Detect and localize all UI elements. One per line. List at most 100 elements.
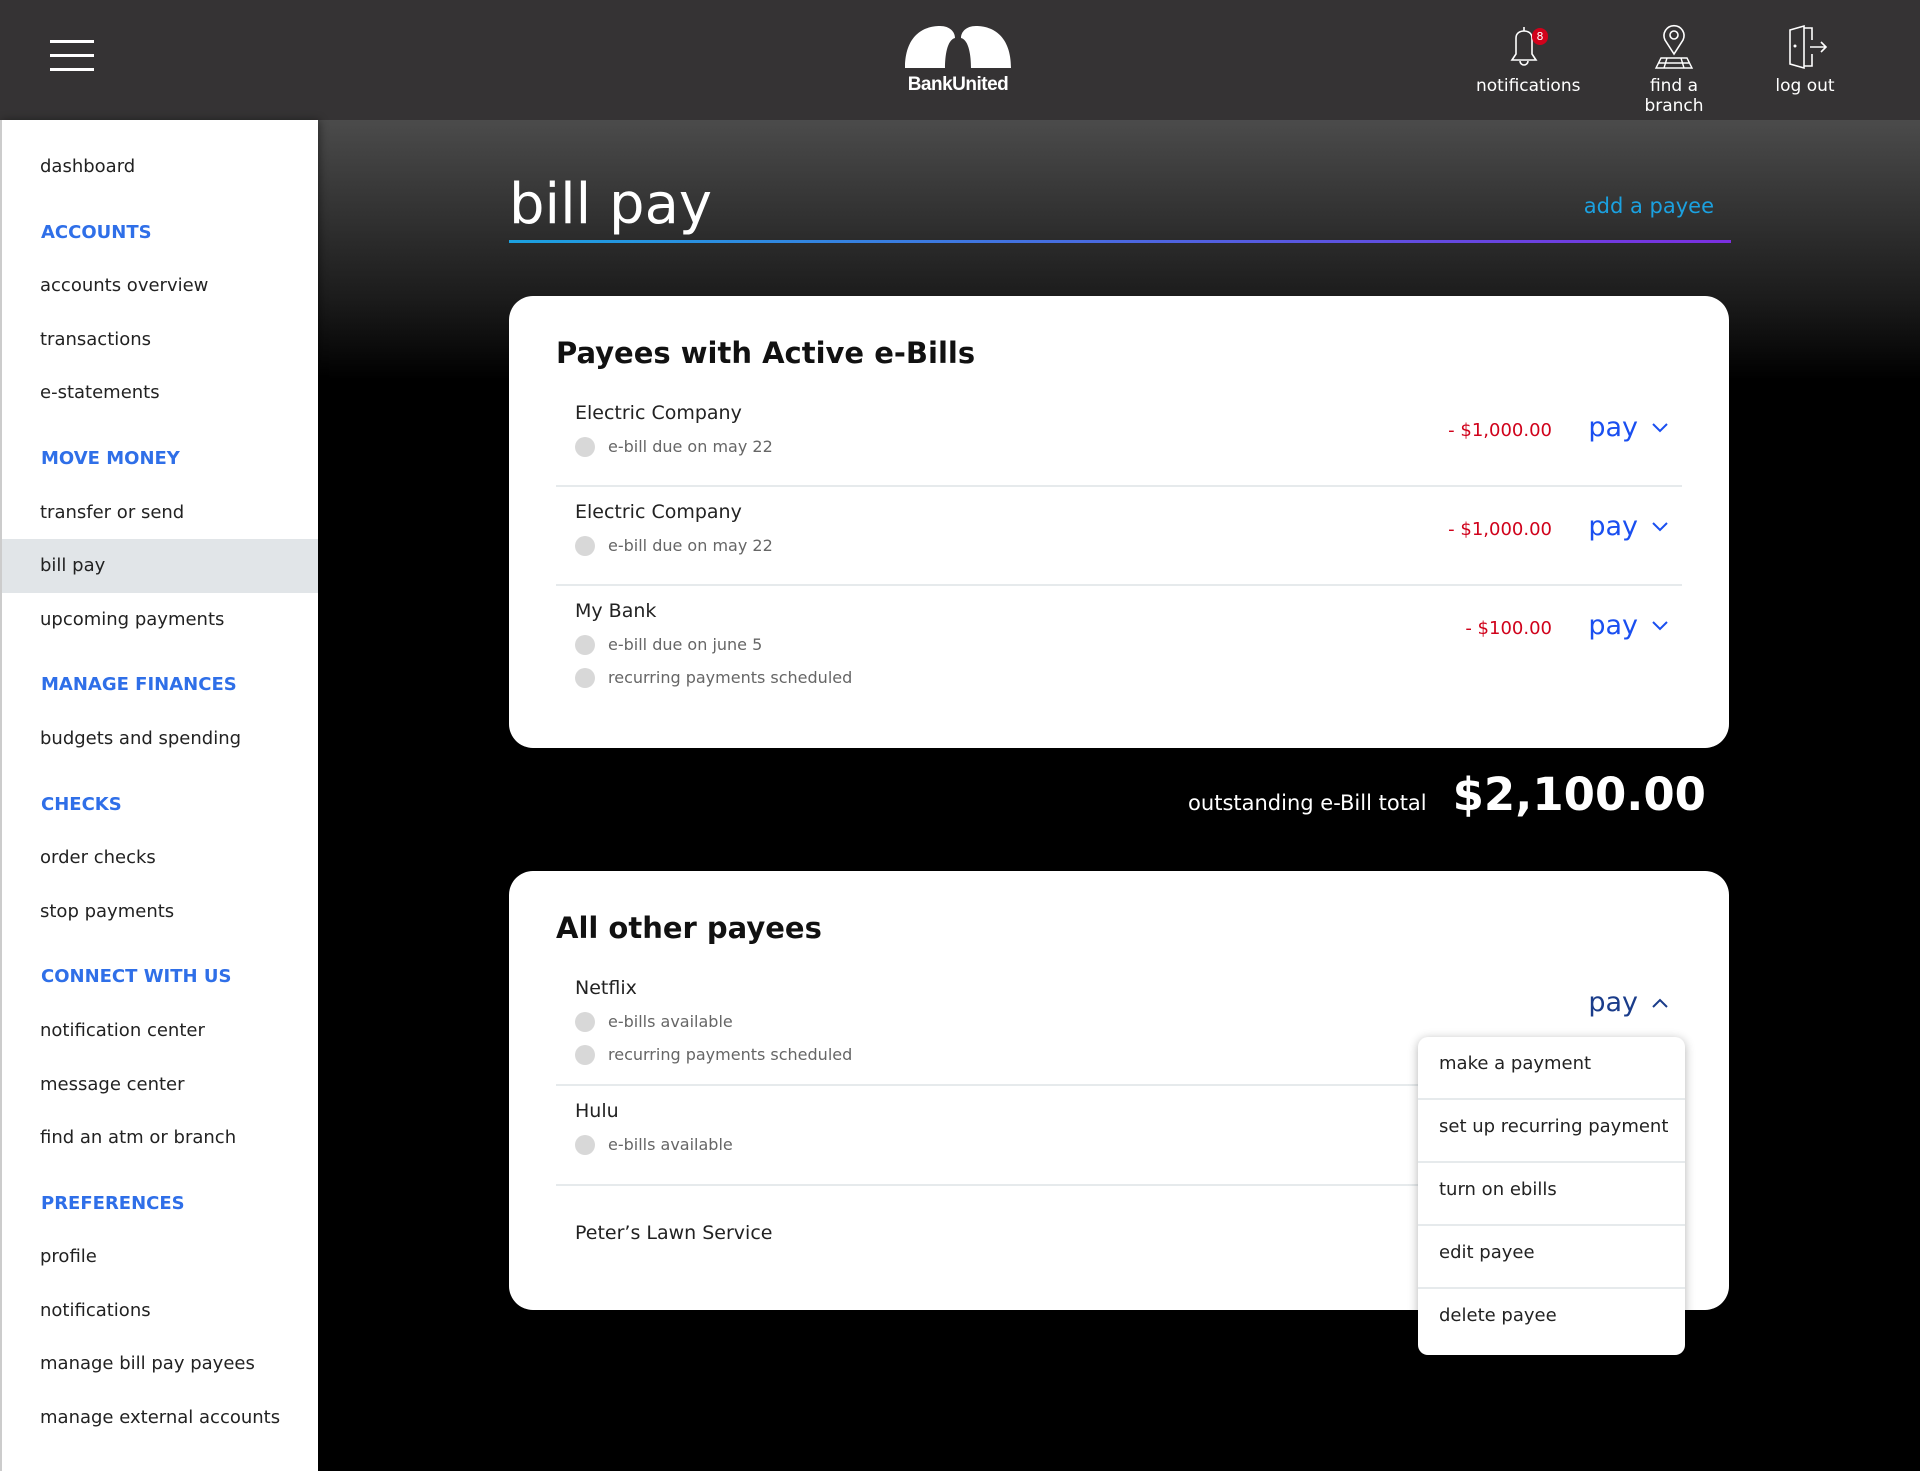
payee-row: Hulu e-bills available <box>556 1086 1682 1186</box>
status-dot-icon <box>575 436 595 457</box>
chevron-down-icon <box>1652 620 1668 630</box>
payee-status-text: e-bills available <box>608 1135 733 1154</box>
pay-menu-item[interactable]: edit payee <box>1418 1226 1685 1289</box>
outstanding-total: outstanding e-Bill total $2,100.00 <box>1188 768 1706 821</box>
chevron-up-icon <box>1652 998 1668 1008</box>
total-value: $2,100.00 <box>1452 768 1706 821</box>
pay-menu-item[interactable]: delete payee <box>1439 1305 1557 1326</box>
payee-status-text: recurring payments scheduled <box>608 1045 853 1064</box>
notifications-label: notifications <box>1476 76 1581 96</box>
payee-status: recurring payments scheduled <box>575 1038 1663 1071</box>
sidebar-item[interactable]: message center <box>40 1073 185 1095</box>
payee-status-text: e-bill due on june 5 <box>608 635 763 654</box>
pay-button[interactable]: pay <box>1588 987 1668 1018</box>
sidebar-item[interactable]: transactions <box>40 328 152 350</box>
status-dot-icon <box>575 634 595 655</box>
sidebar-section-header: MANAGE FINANCES <box>41 674 237 696</box>
add-payee-link[interactable]: add a payee <box>1583 194 1714 218</box>
payee-amount: - $1,000.00 <box>1448 420 1552 441</box>
menu-icon[interactable] <box>50 40 94 74</box>
pay-label: pay <box>1588 610 1638 641</box>
pay-menu-item[interactable]: set up recurring payment <box>1418 1100 1685 1163</box>
payee-status: e-bill due on june 5 <box>575 628 1663 661</box>
logout-label: log out <box>1775 76 1835 96</box>
sidebar-item[interactable]: notification center <box>40 1019 205 1041</box>
sidebar-nav: dashboard ACCOUNTS accounts overview transa… <box>0 120 318 1471</box>
door-exit-icon <box>1789 24 1828 70</box>
payee-amount: - $1,000.00 <box>1448 519 1552 540</box>
top-header: BankUnited 8 notifications find a branch… <box>0 0 1920 120</box>
sidebar-item[interactable]: notifications <box>40 1299 151 1321</box>
sidebar-section-header: CONNECT WITH US <box>41 966 232 988</box>
payee-row: Electric Company e-bill due on may 22 - $1… <box>556 388 1682 487</box>
sidebar-item[interactable]: transfer or send <box>40 501 185 523</box>
bell-icon <box>1510 27 1538 66</box>
status-dot-icon <box>575 1044 595 1065</box>
sidebar-item[interactable]: find an atm or branch <box>40 1127 237 1149</box>
sidebar-item[interactable]: budgets and spending <box>40 727 242 749</box>
sidebar-section-header: MOVE MONEY <box>41 447 180 469</box>
pay-button[interactable]: pay <box>1588 412 1668 443</box>
sidebar-section-header: ACCOUNTS <box>41 221 152 243</box>
payee-status: e-bills available <box>575 1128 1663 1161</box>
payee-status: e-bills available <box>575 1005 1663 1038</box>
status-dot-icon <box>575 1011 595 1032</box>
bankunited-logo[interactable]: BankUnited <box>904 26 1012 96</box>
pay-button[interactable]: pay <box>1588 511 1668 542</box>
sidebar-item[interactable]: bill pay <box>2 539 318 593</box>
sidebar-item[interactable]: e-statements <box>40 382 160 404</box>
sidebar-item[interactable]: manage bill pay payees <box>40 1353 255 1375</box>
payee-status: e-bill due on may 22 <box>575 430 1663 463</box>
payee-name: My Bank <box>575 600 657 622</box>
status-dot-icon <box>575 667 595 688</box>
payee-row: Electric Company e-bill due on may 22 - $1… <box>556 487 1682 586</box>
sidebar-item[interactable]: profile <box>40 1246 97 1268</box>
notification-count-badge: 8 <box>1532 28 1548 45</box>
payee-status-text: e-bill due on may 22 <box>608 437 773 456</box>
payee-row: Netflix e-bills available recurring paymen… <box>556 963 1682 1086</box>
logout-button[interactable]: log out <box>1770 24 1840 96</box>
pay-menu-item[interactable]: turn on ebills <box>1418 1163 1685 1226</box>
sidebar-item[interactable]: order checks <box>40 847 156 869</box>
payee-name: Hulu <box>575 1100 619 1122</box>
pay-label: pay <box>1588 511 1638 542</box>
payee-name: Electric Company <box>575 501 742 523</box>
pay-menu-item[interactable]: make a payment <box>1418 1037 1685 1100</box>
pay-dropdown-menu: make a payment set up recurring payment tu… <box>1418 1037 1685 1355</box>
page-title: bill pay <box>509 172 713 237</box>
other-payees-card-title: All other payees <box>556 911 822 945</box>
ebills-card-title: Payees with Active e-Bills <box>556 336 976 370</box>
status-dot-icon <box>575 1134 595 1155</box>
payee-row: My Bank e-bill due on june 5 recurring pay… <box>556 586 1682 716</box>
pay-label: pay <box>1588 412 1638 443</box>
payee-name: Peter’s Lawn Service <box>575 1222 773 1244</box>
branch-label: find a branch <box>1644 76 1704 116</box>
payee-status: e-bill due on may 22 <box>575 529 1663 562</box>
ebills-card: Payees with Active e-Bills Electric Comp… <box>509 296 1729 748</box>
sidebar-item[interactable]: accounts overview <box>40 275 209 297</box>
map-pin-icon <box>1654 24 1694 69</box>
total-label: outstanding e-Bill total <box>1188 791 1427 815</box>
chevron-down-icon <box>1652 521 1668 531</box>
payee-status: recurring payments scheduled <box>575 661 1663 694</box>
payee-name: Electric Company <box>575 402 742 424</box>
payee-status-text: recurring payments scheduled <box>608 668 853 687</box>
pay-label: pay <box>1588 987 1638 1018</box>
find-branch-button[interactable]: find a branch <box>1620 24 1728 116</box>
sidebar-item[interactable]: manage external accounts <box>40 1407 281 1429</box>
sidebar-item[interactable]: dashboard <box>40 156 136 177</box>
title-underline <box>509 240 1731 243</box>
sidebar-item[interactable]: upcoming payments <box>40 608 225 630</box>
payee-status-text: e-bills available <box>608 1012 733 1031</box>
payee-amount: - $100.00 <box>1465 618 1552 639</box>
payee-status-text: e-bill due on may 22 <box>608 536 773 555</box>
payee-row: Peter’s Lawn Service <box>556 1186 1682 1286</box>
notifications-button[interactable]: 8 notifications <box>1476 24 1580 96</box>
sidebar-section-header: CHECKS <box>41 793 122 815</box>
status-dot-icon <box>575 535 595 556</box>
pay-button[interactable]: pay <box>1588 610 1668 641</box>
sidebar-item[interactable]: stop payments <box>40 900 175 922</box>
payee-name: Netflix <box>575 977 637 999</box>
chevron-down-icon <box>1652 422 1668 432</box>
sidebar-section-header: PREFERENCES <box>41 1192 185 1214</box>
